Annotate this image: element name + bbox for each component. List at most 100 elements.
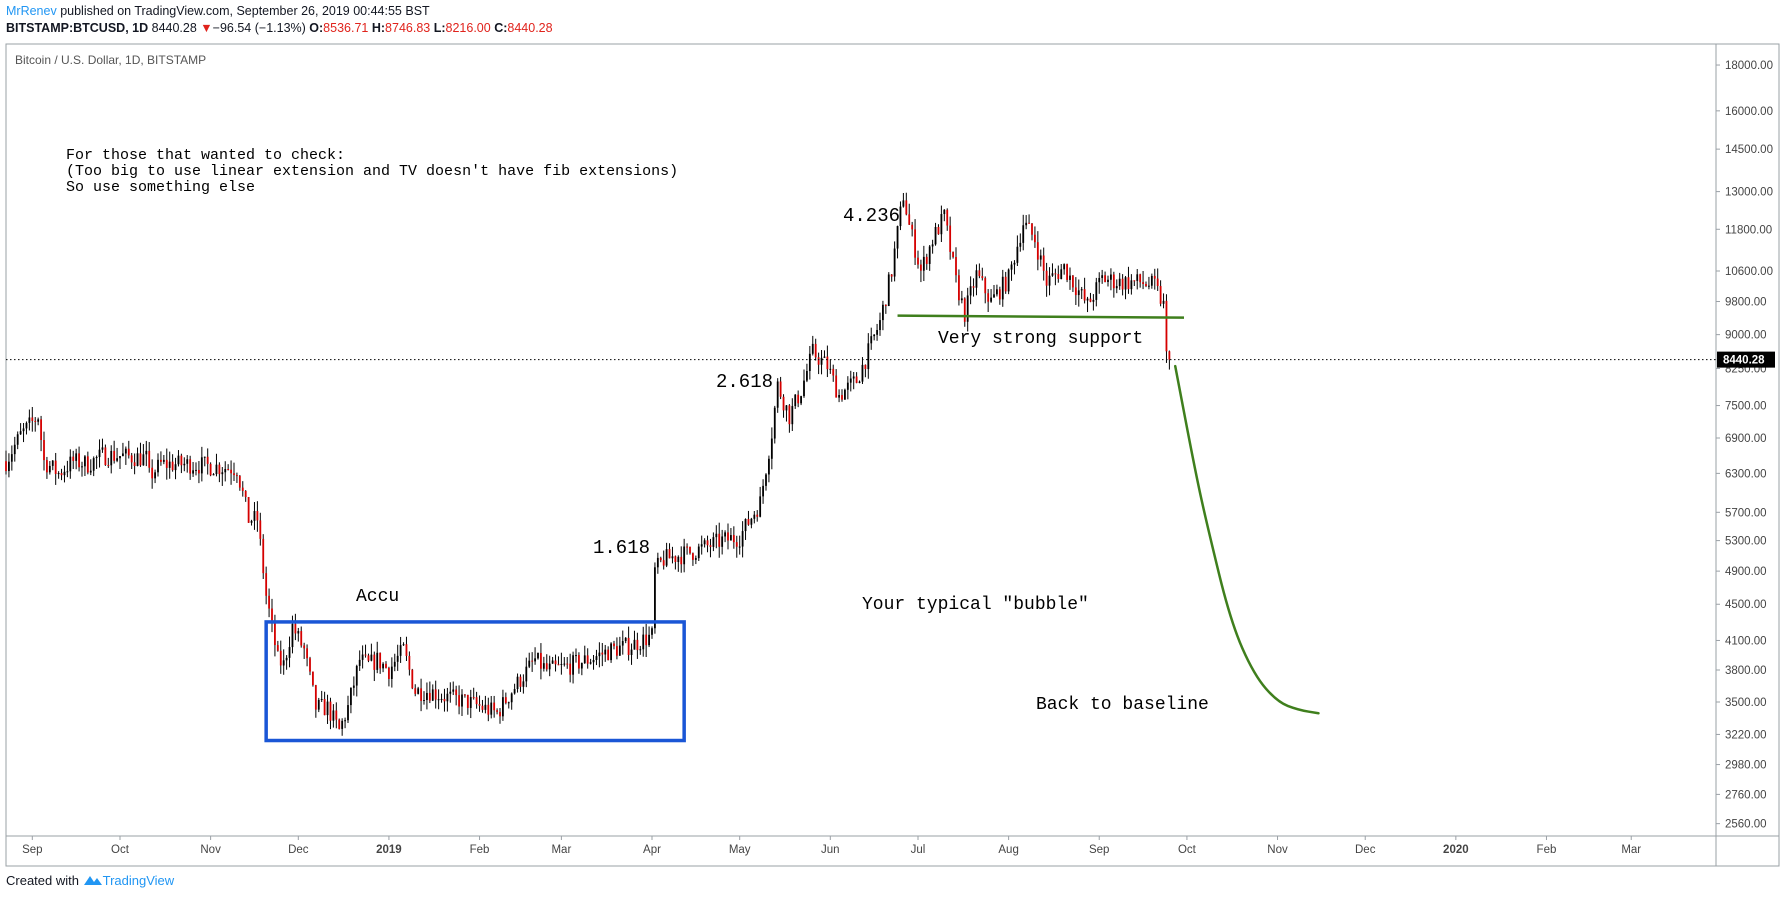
candle-body (133, 462, 136, 466)
candle-body (1042, 255, 1045, 271)
symbol-label: BITSTAMP:BTCUSD, 1D (6, 21, 149, 35)
time-tick-label: Dec (288, 844, 309, 856)
candle-body (1054, 273, 1057, 275)
candle-body (762, 485, 764, 497)
candle-body (700, 544, 703, 547)
candle-body (274, 620, 276, 646)
candle-body (1145, 284, 1147, 286)
time-axis[interactable]: Sep Oct Nov Dec 2019 Feb Mar Apr May Jun Jul Aug Sep… (22, 836, 1641, 856)
tradingview-link[interactable]: TradingView (102, 873, 175, 888)
candle-body (887, 274, 890, 307)
candle-body (925, 256, 928, 264)
candle-body (464, 694, 466, 696)
candle-body (1069, 275, 1071, 280)
candle-body (1153, 275, 1156, 279)
candle-body (262, 538, 265, 574)
candle-body (373, 654, 376, 670)
candle-body (759, 496, 762, 517)
candle-body (917, 257, 919, 265)
candle-body (592, 659, 595, 663)
candle-body (1066, 264, 1068, 280)
price-tick-label: 13000.00 (1725, 187, 1773, 199)
candle-body (466, 694, 469, 708)
candle-body (218, 464, 221, 475)
candle-body (1034, 234, 1036, 243)
high-label: H: (371, 21, 386, 35)
time-tick-label: Sep (22, 844, 42, 856)
candle-body (1124, 277, 1127, 290)
change-arrow-icon: ▼ (200, 21, 213, 35)
candle-body (180, 455, 183, 466)
candle-body (765, 474, 767, 486)
support-line[interactable] (897, 314, 1185, 319)
candle-body (154, 472, 156, 479)
candle-body (151, 467, 154, 479)
candle-body (405, 644, 408, 656)
candle-body (1101, 275, 1104, 278)
candle-body (361, 654, 364, 660)
candle-body (531, 660, 534, 662)
candle-body (282, 660, 285, 666)
candle-body (741, 531, 744, 547)
candle-body (57, 473, 60, 475)
candle-body (1095, 282, 1098, 300)
candle-body (461, 694, 463, 707)
candle-body (423, 700, 425, 702)
candle-body (773, 407, 776, 439)
candle-body (10, 454, 13, 462)
last-price: 8440.28 (151, 21, 197, 35)
projection-curve[interactable] (1173, 364, 1320, 715)
accumulation-box[interactable] (264, 620, 686, 743)
candle-body (271, 608, 273, 621)
candle-body (963, 298, 966, 322)
price-tick-label: 2560.00 (1725, 819, 1767, 831)
candle-body (949, 225, 952, 252)
candle-body (250, 520, 253, 523)
candle-body (493, 702, 496, 711)
candle-body (911, 224, 914, 230)
candle-body (633, 639, 636, 650)
time-tick-label: Jul (911, 844, 926, 856)
candle-body (16, 434, 19, 445)
candle-body (808, 353, 811, 372)
candle-body (1031, 223, 1033, 235)
candle-body (689, 546, 691, 554)
candle-body (662, 560, 665, 566)
candle-body (528, 660, 531, 667)
candle-body (1007, 269, 1010, 292)
candle-body (1098, 277, 1101, 283)
candle-body (46, 460, 48, 473)
candle-body (855, 376, 858, 383)
candle-body (826, 356, 829, 370)
change-value: −96.54 (−1.13%) (212, 21, 306, 35)
candle-body (680, 556, 683, 565)
author-link[interactable]: MrRenev (6, 4, 57, 18)
candle-body (338, 719, 341, 729)
candle-body (686, 546, 688, 548)
candle-body (189, 459, 192, 474)
candle-body (458, 695, 460, 707)
candle-body (1045, 270, 1048, 286)
candle-body (303, 645, 306, 649)
time-tick-label: Sep (1089, 844, 1109, 856)
candle-body (879, 320, 881, 331)
candle-body (1077, 290, 1080, 296)
price-axis[interactable]: 2560.00 2760.00 2980.00 3220.00 3500.00 3800.… (1716, 60, 1773, 831)
candle-body (63, 471, 66, 476)
candle-body (148, 450, 151, 468)
candle-body (884, 304, 887, 307)
candle-body (677, 556, 680, 562)
candle-body (966, 295, 969, 322)
candle-body (1112, 274, 1115, 289)
candle-body (569, 663, 572, 675)
open-label: O: (309, 21, 324, 35)
candle-body (665, 549, 668, 566)
candle-body (86, 456, 89, 473)
price-tick-label: 2760.00 (1725, 789, 1767, 801)
candle-body (703, 540, 706, 545)
candle-body (893, 248, 896, 277)
candle-body (595, 656, 598, 660)
candle-body (583, 655, 586, 664)
candle-body (355, 665, 358, 686)
